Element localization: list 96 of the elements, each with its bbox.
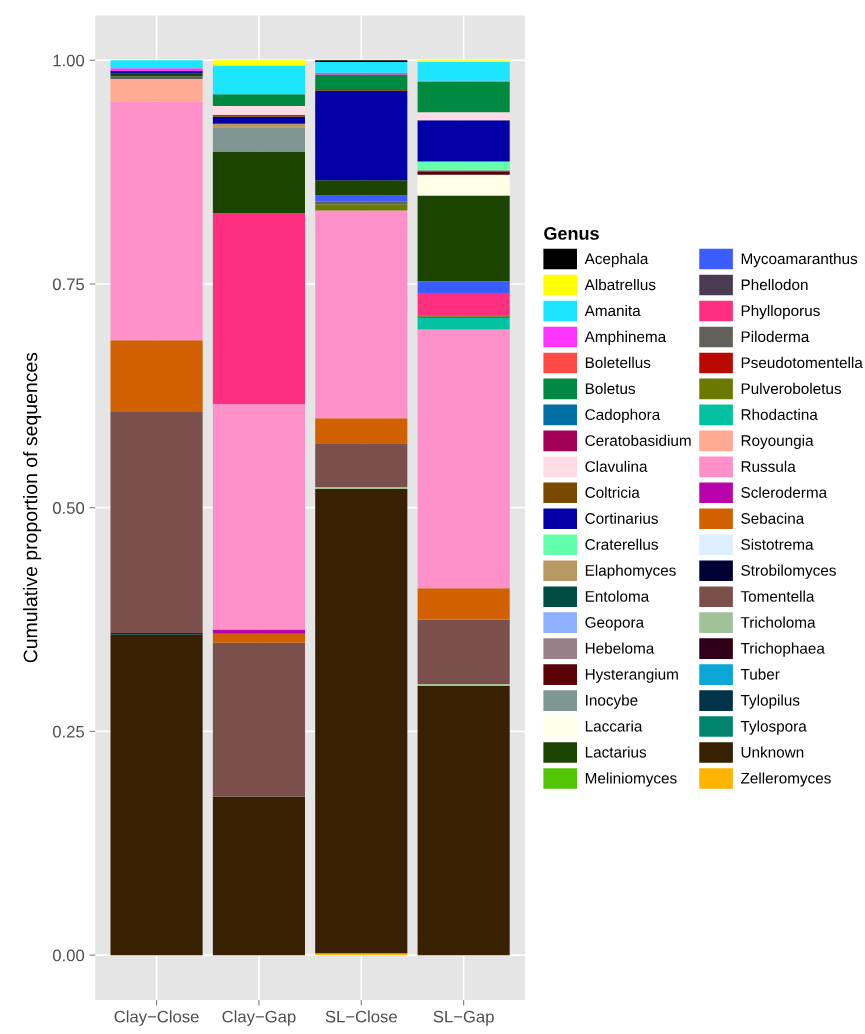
bar	[212, 60, 305, 66]
x-tick-label: Clay−Gap	[222, 1010, 296, 1026]
bar	[212, 65, 305, 95]
bar	[315, 210, 408, 419]
bar	[417, 281, 510, 293]
legend-label: Zelleromyces	[741, 772, 831, 787]
x-tick-label: Clay−Close	[114, 1010, 199, 1026]
legend-label: Clavulina	[585, 460, 648, 472]
bar	[417, 329, 510, 589]
legend-label: Acephala	[584, 252, 649, 268]
bar	[212, 633, 305, 643]
x-tick-label: SL−Close	[325, 1010, 397, 1023]
bar	[212, 642, 305, 797]
legend-label: Amanita	[584, 304, 641, 317]
legend-label: Trichophaea	[740, 642, 825, 657]
legend-label: Albatrellus	[584, 278, 656, 291]
legend-label: Ceratobasidium	[585, 434, 691, 446]
bar	[417, 195, 510, 282]
legend-label: Scleroderma	[741, 486, 828, 498]
bar	[417, 317, 510, 330]
y-tick-label: 0.50	[52, 502, 85, 514]
bar	[110, 101, 203, 341]
bar	[212, 94, 305, 106]
bar	[212, 403, 305, 630]
legend-label: Inocybe	[586, 694, 638, 709]
y-tick-label: 1.00	[53, 54, 85, 67]
legend-label: Boletus	[585, 382, 636, 395]
legend-label: Tylopilus	[740, 694, 800, 709]
legend-label: Tomentella	[740, 590, 815, 602]
bar	[417, 174, 510, 196]
legend-label: Piloderma	[741, 330, 810, 343]
legend-label: Strobilomyces	[741, 564, 836, 579]
legend-label: Cadophora	[585, 408, 661, 424]
bar	[315, 488, 408, 954]
bar	[315, 195, 408, 202]
bar	[417, 81, 510, 113]
bar	[417, 161, 510, 171]
bar	[417, 62, 510, 81]
bar	[417, 292, 510, 316]
legend-label: Pseudotomentella	[741, 356, 863, 369]
legend-label: Sistotrema	[741, 538, 814, 550]
legend-label: Royoungia	[741, 434, 814, 449]
legend-label: Cortinarius	[585, 512, 658, 524]
bar	[315, 90, 408, 181]
bar	[212, 105, 305, 115]
bar	[417, 120, 510, 162]
legend-label: Amphinema	[584, 330, 667, 346]
legend-label: Laccaria	[585, 720, 643, 732]
bar	[110, 634, 203, 956]
bar	[315, 418, 408, 444]
y-tick-label: 0.75	[52, 278, 85, 291]
legend-label: Hysterangium	[585, 668, 678, 683]
bar	[315, 74, 408, 89]
legend-label: Boletellus	[585, 356, 651, 369]
legend-label: Hebeloma	[585, 642, 655, 654]
legend-label: Tricholoma	[740, 616, 816, 628]
legend-title: Genus	[544, 227, 599, 240]
bar	[315, 204, 408, 211]
bar	[212, 151, 305, 214]
legend-label: Geopora	[585, 616, 645, 631]
legend-label: Craterellus	[585, 538, 658, 550]
bar	[212, 127, 305, 152]
bar	[315, 62, 408, 73]
bar	[417, 112, 510, 121]
bar	[212, 213, 305, 404]
x-tick-label: SL−Gap	[433, 1010, 494, 1026]
y-tick-label: 0.25	[52, 725, 85, 738]
legend-label: Tuber	[740, 668, 780, 680]
y-axis-title: Cumulative proportion of sequences	[23, 352, 42, 663]
legend-label: Phellodon	[741, 278, 808, 291]
bar	[417, 619, 510, 684]
legend-label: Sebacina	[741, 512, 805, 524]
bar	[212, 629, 305, 634]
legend-label: Russula	[741, 460, 796, 472]
bar	[110, 79, 203, 102]
legend-label: Lactarius	[585, 746, 647, 758]
bar	[212, 116, 305, 124]
bar	[315, 180, 408, 196]
bar	[212, 796, 305, 956]
legend-label: Coltricia	[585, 486, 640, 498]
legend-label: Meliniomyces	[585, 772, 677, 787]
legend-label: Rhodactina	[741, 408, 818, 421]
legend-label: Entoloma	[585, 590, 650, 602]
bar	[417, 685, 510, 956]
bar	[417, 588, 510, 620]
bar	[110, 411, 203, 633]
legend-label: Tylospora	[740, 720, 807, 735]
bar	[110, 60, 203, 69]
legend-label: Unknown	[741, 746, 804, 758]
legend-label: Elaphomyces	[585, 564, 676, 579]
bar	[315, 443, 408, 488]
y-tick-label: 0.00	[52, 949, 85, 962]
legend-label: Pulveroboletus	[741, 382, 842, 395]
legend-label: Phylloporus	[741, 304, 820, 320]
legend-label: Mycoamaranthus	[741, 252, 858, 268]
bar	[110, 340, 203, 412]
